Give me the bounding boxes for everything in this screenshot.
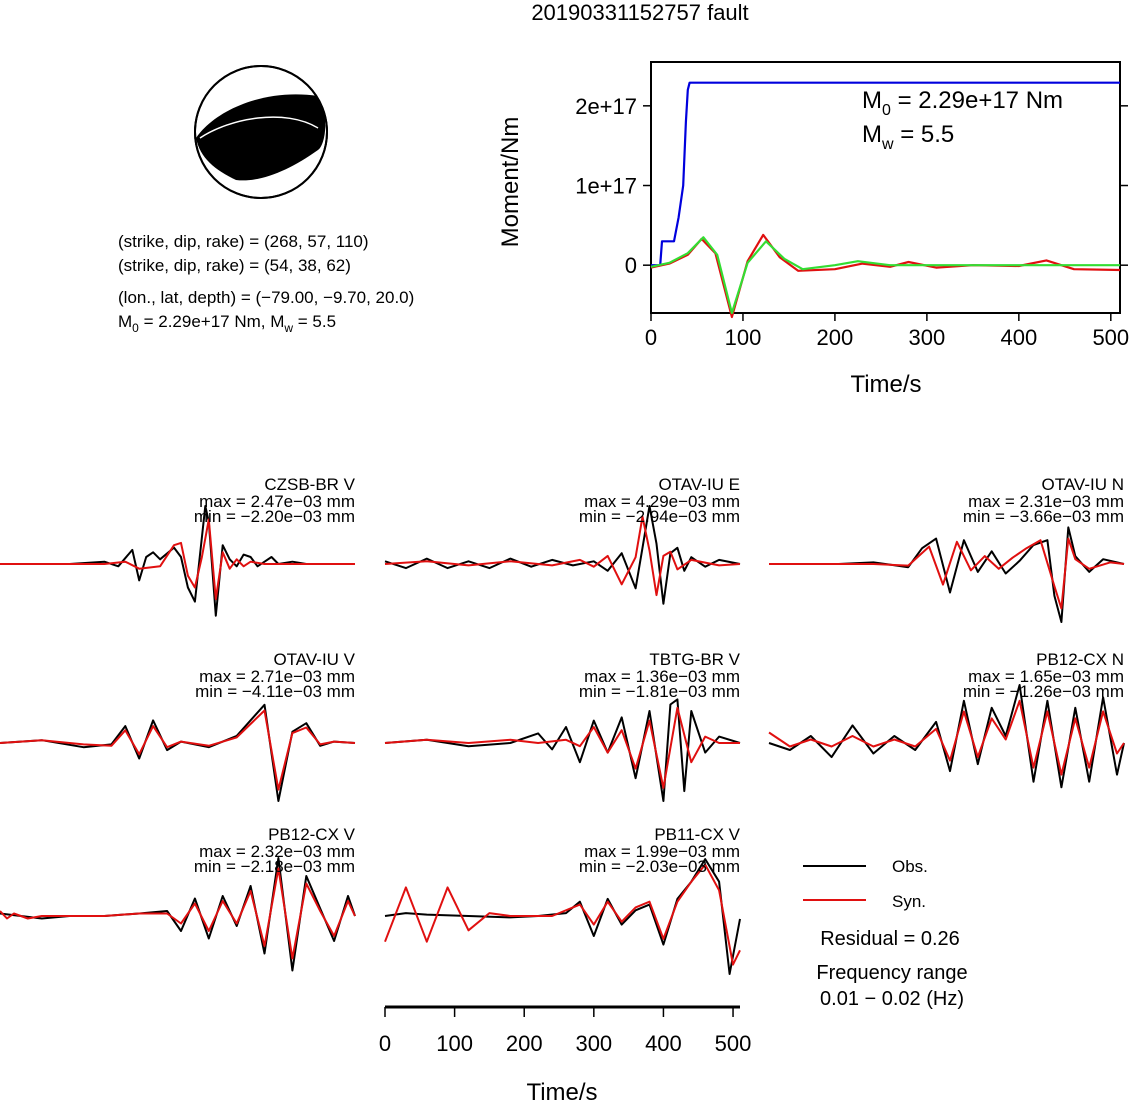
station-label: TBTG-BR V	[649, 650, 740, 669]
waveform-xtick-label: 200	[506, 1031, 543, 1056]
moment-magnitude-text: M0 = 2.29e+17 Nm, Mw = 5.5	[118, 312, 336, 335]
residual-text: Residual = 0.26	[820, 928, 960, 950]
stf-xtick-label: 400	[1000, 325, 1037, 350]
station-label: PB12-CX V	[268, 825, 356, 844]
legend-syn-label: Syn.	[892, 892, 926, 911]
stf-xtick-label: 300	[909, 325, 946, 350]
waveform-xlabel: Time/s	[526, 1079, 597, 1104]
beachball-compressional-quadrant	[196, 94, 326, 181]
synthetic-waveform	[384, 863, 741, 966]
max-amplitude-label: max = 4.29e−03 mm	[584, 492, 740, 511]
observed-stf-curve	[650, 236, 1120, 315]
stf-ytick-label: 2e+17	[575, 94, 637, 119]
moment-rate-xlabel: Time/s	[850, 371, 921, 398]
moment-annotation-mw: Mw = 5.5	[862, 121, 954, 153]
waveform-xtick-label: 500	[715, 1031, 752, 1056]
station-label: PB11-CX V	[654, 825, 740, 844]
station-label: OTAV-IU E	[658, 475, 740, 494]
stf-xtick-label: 100	[725, 325, 762, 350]
moment-rate-ylabel: Moment/Nm	[497, 117, 524, 248]
synthetic-waveform	[384, 515, 741, 597]
max-amplitude-label: max = 1.99e−03 mm	[584, 842, 740, 861]
stf-xtick-label: 500	[1092, 325, 1129, 350]
station-label: OTAV-IU N	[1042, 475, 1125, 494]
moment-rate-panel: 0 100 200 300 400 500 0 1e+17 2e+17 Time/s Mome…	[497, 61, 1129, 398]
min-amplitude-label: min = −2.03e−03 mm	[579, 857, 740, 876]
min-amplitude-label: min = −2.20e−03 mm	[194, 507, 355, 526]
min-amplitude-label: min = −2.94e−03 mm	[579, 507, 740, 526]
observed-waveform	[384, 858, 741, 975]
synthetic-waveform	[0, 867, 356, 960]
synthetic-waveform	[769, 537, 1125, 610]
max-amplitude-label: max = 2.32e−03 mm	[199, 842, 355, 861]
observed-waveform	[384, 698, 741, 802]
observed-waveform	[0, 703, 356, 802]
station-label: OTAV-IU V	[273, 650, 355, 669]
moment-rate-plot-frame	[650, 61, 1121, 314]
min-amplitude-label: min = −4.11e−03 mm	[195, 682, 355, 701]
moment-annotation-m0: M0 = 2.29e+17 Nm	[862, 87, 1063, 119]
stf-ytick-label: 1e+17	[575, 174, 637, 199]
synthetic-waveform	[0, 518, 355, 601]
max-amplitude-label: max = 2.71e−03 mm	[199, 667, 355, 686]
max-amplitude-label: max = 1.65e−03 mm	[968, 667, 1124, 686]
focal-mechanism-beachball	[194, 65, 328, 199]
hypocenter-text: (lon., lat, depth) = (−79.00, −9.70, 20.…	[118, 288, 414, 307]
station-label: PB12-CX N	[1036, 650, 1124, 669]
waveform-xtick-label: 0	[379, 1031, 391, 1056]
nodal-plane-1-text: (strike, dip, rake) = (268, 57, 110)	[118, 232, 369, 251]
stf-xtick-label: 0	[645, 325, 657, 350]
stf-xtick-label: 200	[817, 325, 854, 350]
waveform-xtick-label: 400	[645, 1031, 682, 1056]
max-amplitude-label: max = 1.36e−03 mm	[584, 667, 740, 686]
min-amplitude-label: min = −1.26e−03 mm	[963, 682, 1124, 701]
synthetic-waveform	[768, 699, 1125, 776]
waveform-time-axis: 0 100 200 300 400 500 Time/s	[379, 1005, 752, 1104]
min-amplitude-label: min = −3.66e−03 mm	[963, 507, 1124, 526]
synthetic-stf-curve	[650, 233, 1121, 319]
waveform-xtick-label: 100	[436, 1031, 473, 1056]
station-label: CZSB-BR V	[264, 475, 355, 494]
synthetic-waveform	[384, 706, 740, 789]
legend: Obs. Syn. Residual = 0.26 Frequency rang…	[803, 857, 968, 1010]
synthetic-waveform	[0, 709, 356, 791]
waveform-xtick-label: 300	[575, 1031, 612, 1056]
max-amplitude-label: max = 2.31e−03 mm	[968, 492, 1124, 511]
stf-ytick-label: 0	[625, 253, 637, 278]
nodal-plane-2-text: (strike, dip, rake) = (54, 38, 62)	[118, 256, 351, 275]
observed-waveform	[384, 505, 741, 605]
frequency-range-title: Frequency range	[816, 962, 967, 984]
figure-title: 20190331152757 fault	[531, 0, 748, 25]
moment-curve	[651, 81, 1120, 267]
min-amplitude-label: min = −1.81e−03 mm	[579, 682, 740, 701]
min-amplitude-label: min = −2.18e−03 mm	[194, 857, 355, 876]
frequency-range-value: 0.01 − 0.02 (Hz)	[820, 988, 964, 1010]
legend-obs-label: Obs.	[892, 857, 928, 876]
max-amplitude-label: max = 2.47e−03 mm	[199, 492, 355, 511]
